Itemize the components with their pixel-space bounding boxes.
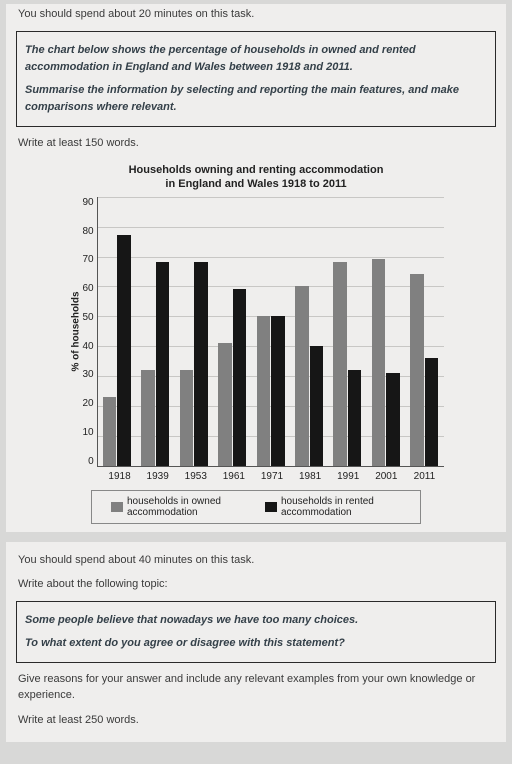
bar-rented [271,316,285,466]
bar-group [175,262,213,466]
bar-group [405,274,443,466]
bar-group [213,289,251,466]
bar-owned [141,370,155,466]
task1-min-words: Write at least 150 words. [16,133,496,158]
bar-owned [103,397,117,466]
swatch-owned-icon [111,502,123,512]
bar-owned [218,343,232,466]
y-axis-ticks: 9080706050403020100 [83,197,97,467]
bar-rented [348,370,362,466]
bar-rented [310,346,324,466]
y-axis-label: % of households [69,197,83,467]
x-axis-ticks: 191819391953196119711981199120012011 [83,467,444,482]
bar-group [136,262,174,466]
bar-owned [410,274,424,466]
legend-owned: households in owned accommodation [111,496,247,518]
bar-group [251,316,289,466]
bar-owned [295,286,309,466]
legend-rented: households in rented accommodation [265,496,401,518]
bar-rented [117,235,131,466]
bar-owned [257,316,271,466]
bar-rented [194,262,208,466]
swatch-rented-icon [265,502,277,512]
bar-group [98,235,136,466]
task2-prompt-line1: Some people believe that nowadays we hav… [25,612,487,629]
task1-prompt-box: The chart below shows the percentage of … [16,31,496,127]
task1-page: You should spend about 20 minutes on thi… [6,4,506,532]
task2-prompt-line2: To what extent do you agree or disagree … [25,635,487,652]
bar-group [290,286,328,466]
task2-min-words: Write at least 250 words. [16,710,496,735]
task1-prompt-line2: Summarise the information by selecting a… [25,82,487,116]
task1-time-instruction: You should spend about 20 minutes on thi… [16,4,496,29]
task2-topic-intro: Write about the following topic: [16,574,496,599]
bar-rented [233,289,247,466]
task2-time-instruction: You should spend about 40 minutes on thi… [16,550,496,575]
task1-prompt-line1: The chart below shows the percentage of … [25,42,487,76]
task2-reasons: Give reasons for your answer and include… [16,669,496,710]
bar-group [367,259,405,466]
bar-chart: Households owning and renting accommodat… [69,163,444,524]
chart-title: Households owning and renting accommodat… [69,163,444,192]
bar-owned [372,259,386,466]
bar-rented [386,373,400,466]
bar-owned [180,370,194,466]
task2-page: You should spend about 40 minutes on thi… [6,542,506,743]
bar-owned [333,262,347,466]
bar-group [328,262,366,466]
bar-rented [156,262,170,466]
chart-legend: households in owned accommodation househ… [91,490,421,524]
bar-rented [425,358,439,466]
plot-area [97,197,444,467]
task2-prompt-box: Some people believe that nowadays we hav… [16,601,496,663]
